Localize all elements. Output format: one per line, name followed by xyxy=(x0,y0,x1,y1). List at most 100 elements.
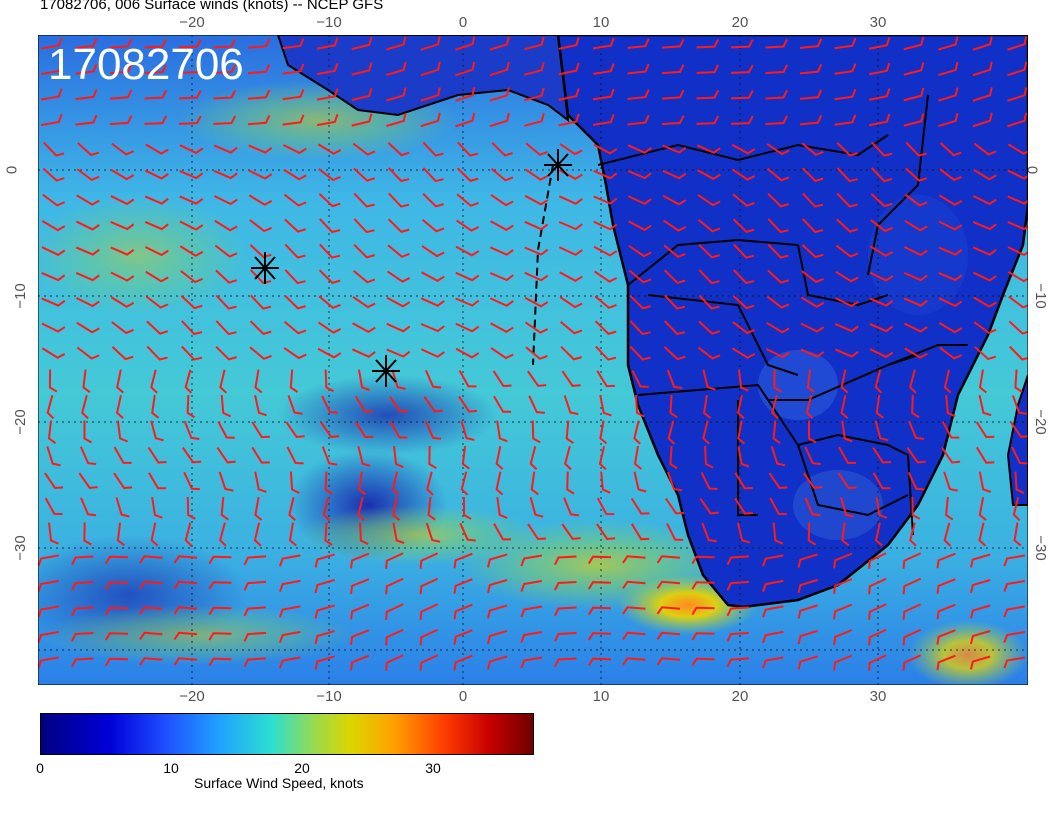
wind-barb xyxy=(173,631,198,640)
wind-barb xyxy=(455,112,476,128)
wind-barb xyxy=(493,523,512,541)
wind-barb xyxy=(697,218,721,233)
wind-barb xyxy=(490,347,514,360)
wind-barb xyxy=(633,445,642,470)
wind-barb xyxy=(219,369,227,394)
wind-barb xyxy=(802,218,824,234)
wind-barb xyxy=(664,294,686,310)
wind-barb xyxy=(563,497,580,517)
wind-barb xyxy=(44,472,64,490)
wind-barb xyxy=(148,472,167,490)
wind-barb xyxy=(691,606,715,616)
wind-barb xyxy=(71,606,94,617)
wind-barb xyxy=(804,497,821,517)
wind-barb xyxy=(318,269,341,284)
wind-barb xyxy=(869,348,894,359)
wind-barb xyxy=(975,421,995,439)
wind-barb xyxy=(732,321,755,335)
wind-barb xyxy=(254,496,263,521)
wind-barb xyxy=(243,555,267,566)
wind-barb xyxy=(487,553,508,568)
wind-barb xyxy=(353,167,376,182)
wind-barb xyxy=(455,271,480,282)
wind-barb xyxy=(214,219,238,232)
wind-barb xyxy=(247,38,271,49)
wind-barb xyxy=(139,580,163,589)
wind-barb xyxy=(453,578,473,594)
wind-barb xyxy=(833,552,853,569)
wind-barb xyxy=(208,632,232,641)
wind-barb xyxy=(150,522,159,547)
wind-barb xyxy=(1007,112,1028,128)
wind-barb xyxy=(528,395,545,414)
wind-barb xyxy=(350,552,370,569)
wind-barb xyxy=(520,630,543,643)
wind-barb xyxy=(150,420,164,442)
wind-barb xyxy=(251,421,270,439)
wind-barb xyxy=(41,297,66,307)
wind-barb xyxy=(732,295,755,310)
wind-barb xyxy=(216,447,236,464)
wind-barb xyxy=(840,369,849,394)
wind-barb xyxy=(726,580,750,591)
wind-barb xyxy=(81,395,89,420)
wind-barb xyxy=(840,497,855,518)
wind-barb xyxy=(737,420,746,445)
wind-barb xyxy=(144,115,168,125)
wind-barb xyxy=(969,630,991,645)
wind-barb xyxy=(79,446,97,466)
wind-barb xyxy=(419,628,439,646)
wind-barb xyxy=(592,37,615,50)
wind-barb xyxy=(797,578,818,594)
wind-barb xyxy=(972,246,997,256)
wind-barb xyxy=(869,271,894,282)
wind-barb xyxy=(697,346,721,360)
wind-barb xyxy=(936,654,956,671)
wind-barb xyxy=(75,271,100,282)
wind-barb xyxy=(278,605,301,618)
wind-barb xyxy=(420,112,441,128)
wind-barb xyxy=(425,522,441,543)
wind-barb xyxy=(868,88,891,101)
lon-tick-top: 20 xyxy=(731,14,749,31)
wind-barb xyxy=(905,167,928,182)
wind-barb xyxy=(599,420,608,445)
wind-barb xyxy=(975,446,995,464)
wind-barb xyxy=(769,497,787,516)
wind-barb xyxy=(111,321,134,335)
wind-barb xyxy=(321,446,338,466)
wind-barb xyxy=(75,114,98,126)
wind-barb xyxy=(419,552,439,569)
wind-speed-map xyxy=(38,35,1028,685)
wind-barb xyxy=(807,420,817,444)
wind-barb xyxy=(357,369,370,392)
wind-barb xyxy=(420,323,445,333)
wind-barb xyxy=(208,657,232,667)
wind-barb xyxy=(945,496,954,521)
wind-barb xyxy=(284,294,306,310)
wind-barb xyxy=(974,346,997,361)
lon-tick-bottom: 0 xyxy=(458,688,468,705)
lon-tick-bottom: 10 xyxy=(592,688,610,705)
colorbar-label: Surface Wind Speed, knots xyxy=(194,775,364,791)
wind-barb xyxy=(530,471,539,496)
wind-barb xyxy=(628,245,652,258)
wind-barb xyxy=(762,554,784,567)
wind-barb xyxy=(627,170,652,180)
wind-barb xyxy=(75,89,98,101)
wind-barb xyxy=(83,522,92,546)
wind-barb xyxy=(622,606,646,615)
wind-barb xyxy=(972,36,993,51)
wind-barb xyxy=(836,167,858,183)
wind-barb xyxy=(387,218,410,233)
lon-tick-top: 0 xyxy=(458,14,468,31)
wind-barb xyxy=(773,369,782,393)
wind-barb xyxy=(731,168,756,181)
wind-barb xyxy=(669,445,678,470)
wind-barb xyxy=(938,61,959,77)
wind-barb xyxy=(566,471,575,495)
wind-barb xyxy=(833,603,853,620)
wind-barb xyxy=(630,523,650,541)
wind-barb xyxy=(559,271,583,282)
wind-barb xyxy=(554,555,577,566)
